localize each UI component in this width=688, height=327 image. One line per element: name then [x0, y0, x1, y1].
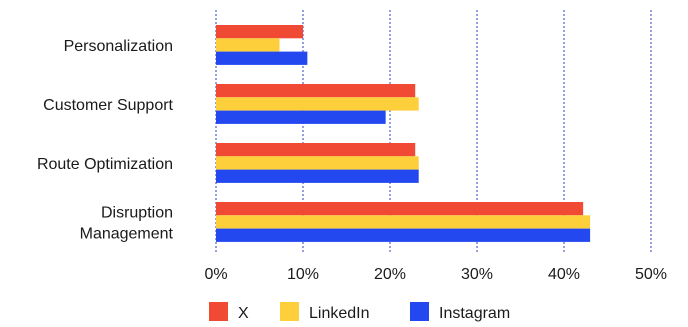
legend-label: X — [238, 305, 249, 322]
category-label: Customer Support — [43, 97, 173, 114]
x-tick-label: 10% — [287, 266, 319, 283]
legend-label: Instagram — [439, 305, 510, 322]
legend-swatch-x — [209, 302, 228, 321]
legend-swatch-instagram — [410, 302, 429, 321]
gridlines — [215, 10, 652, 253]
bar-instagram — [216, 51, 308, 65]
bar-instagram — [216, 228, 591, 242]
bar-x — [216, 202, 584, 216]
bar-linkedin — [216, 215, 591, 229]
x-tick-label: 20% — [374, 266, 406, 283]
category-label: Route Optimization — [37, 156, 173, 173]
x-tick-label: 50% — [635, 266, 667, 283]
x-tick-label: 0% — [204, 266, 227, 283]
bar-x — [216, 143, 416, 157]
category-label: Management — [80, 225, 174, 242]
x-tick-label: 40% — [548, 266, 580, 283]
bar-linkedin — [216, 38, 280, 52]
bar-linkedin — [216, 97, 419, 111]
x-axis-ticks: 0% 10% 20% 30% 40% 50% — [204, 266, 667, 283]
bar-linkedin — [216, 156, 419, 170]
bars — [216, 25, 591, 242]
category-label: Personalization — [64, 38, 173, 55]
category-labels: Personalization Customer Support Route Opt… — [37, 38, 174, 242]
legend-swatch-linkedin — [280, 302, 299, 321]
x-tick-label: 30% — [461, 266, 493, 283]
bar-instagram — [216, 169, 419, 183]
bar-x — [216, 25, 303, 39]
bar-x — [216, 84, 416, 98]
category-label: Disruption — [101, 204, 173, 221]
legend: X LinkedIn Instagram — [209, 302, 510, 322]
bar-instagram — [216, 110, 386, 124]
legend-label: LinkedIn — [309, 305, 370, 322]
